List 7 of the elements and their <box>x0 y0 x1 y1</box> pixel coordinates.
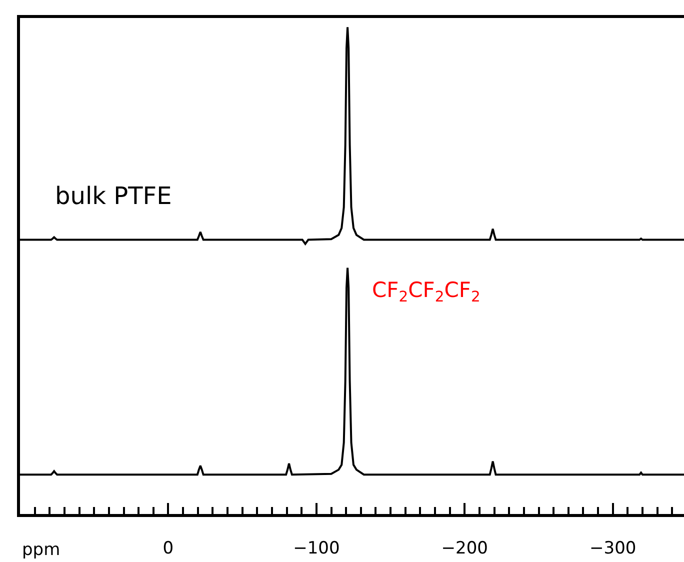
x-tick-label: −100 <box>293 538 340 558</box>
x-tick-label: −300 <box>590 538 636 558</box>
x-tick-label: −200 <box>441 538 488 558</box>
annotation: CF$_{2}$CF$_{2}$CF$_{2}$ <box>372 278 480 306</box>
x-tick-label: 0 <box>162 538 174 558</box>
series-label: bulk PTFE <box>55 182 172 210</box>
x-axis-title: ppm <box>22 540 60 560</box>
